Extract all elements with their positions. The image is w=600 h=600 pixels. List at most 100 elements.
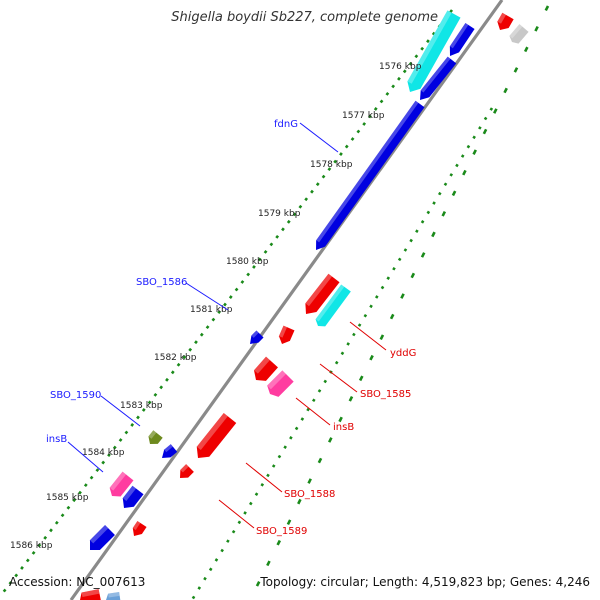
tick-dash	[483, 116, 488, 121]
tick-dash	[307, 478, 312, 484]
tick-dash	[286, 219, 291, 224]
tick-dash	[513, 67, 519, 73]
gene-highlight	[497, 12, 507, 24]
gene-body	[132, 520, 147, 536]
tick-dash	[25, 558, 30, 563]
tick-dash	[362, 122, 367, 126]
tick-dash	[385, 91, 390, 96]
backbone-line	[69, 0, 504, 600]
gene-SBO_1588	[196, 413, 237, 458]
gene-body	[407, 10, 461, 92]
genome-title: Shigella boydii Sb227, complete genome	[171, 10, 438, 25]
tick-dash	[310, 189, 314, 194]
gene-highlight	[90, 525, 109, 544]
gene-highlight	[109, 471, 127, 491]
tick-dash	[472, 135, 476, 140]
tick-dash	[363, 313, 368, 318]
tick-dash	[170, 370, 175, 375]
gene-red-a	[305, 273, 340, 314]
gene-red-c	[254, 356, 278, 381]
gene-label: fdnG	[274, 119, 298, 130]
gene-body	[90, 525, 115, 550]
tick-dash	[286, 519, 292, 526]
tick-dash	[415, 229, 419, 233]
tick-dash	[380, 285, 385, 290]
tick-dash	[231, 529, 236, 534]
tick-dash	[66, 505, 71, 510]
tick-dash	[523, 46, 529, 53]
tick-dash	[409, 238, 413, 243]
gene-highlight	[81, 589, 100, 598]
tick-dash	[208, 567, 213, 572]
tick-dash	[410, 272, 416, 279]
gene-olive	[148, 430, 163, 444]
gene-label: SBO_1589	[256, 526, 307, 537]
tick-dash	[389, 313, 395, 320]
tick-dash	[141, 408, 146, 412]
tick-dash	[297, 498, 302, 505]
tick-label: 1584 kbp	[82, 448, 125, 458]
gene-blue-top-a	[449, 22, 475, 56]
tick-dash	[462, 169, 467, 176]
gene-highlight	[278, 325, 288, 338]
tick-dash	[392, 266, 396, 271]
tick-dash	[246, 272, 251, 277]
gene-body	[305, 273, 340, 314]
tick-dash	[426, 210, 431, 215]
tick-dash	[493, 108, 498, 114]
gene-body	[122, 485, 144, 508]
tick-dash	[254, 492, 259, 496]
tick-dash	[321, 174, 326, 179]
tick-dash	[357, 323, 362, 327]
tick-label: 1583 kbp	[120, 401, 163, 411]
gene-small-red-a	[180, 464, 194, 478]
tick-dash	[277, 454, 282, 459]
gene-label: insB	[333, 422, 354, 433]
tick-dash	[431, 231, 436, 238]
inner-tick-track	[191, 107, 494, 600]
tick-dash	[348, 396, 354, 402]
tick-dash	[220, 548, 224, 553]
tick-label: 1581 kbp	[190, 305, 233, 315]
gene-highlight	[251, 330, 259, 338]
gene-leader-line	[67, 441, 104, 473]
gene-gray-top	[509, 24, 529, 44]
tick-dash	[255, 581, 261, 587]
tick-dash	[124, 430, 129, 435]
tick-dash	[369, 354, 374, 361]
tick-dash	[489, 107, 494, 111]
tick-dash	[298, 204, 303, 209]
tick-dash	[159, 385, 164, 390]
gene-highlight	[509, 24, 523, 39]
tick-dash	[352, 332, 356, 337]
gene-body	[162, 444, 178, 458]
tick-dash	[283, 445, 287, 449]
tick-dash	[350, 137, 355, 141]
gene-label: insB	[46, 434, 67, 445]
tick-dash	[266, 473, 270, 478]
tick-dash	[54, 520, 59, 525]
tick-dash	[276, 539, 282, 546]
tick-label: 1580 kbp	[226, 257, 269, 267]
tick-dash	[408, 61, 413, 66]
gene-cyan-mid	[315, 284, 351, 327]
tick-dash	[112, 445, 117, 450]
tick-dash	[237, 520, 242, 525]
tick-dash	[263, 249, 268, 254]
tick-dash	[544, 5, 550, 12]
tick-dash	[240, 280, 245, 284]
tick-dash	[400, 293, 405, 299]
tick-dash	[472, 149, 477, 155]
tick-dash	[20, 566, 24, 570]
gene-pink-right	[267, 370, 294, 397]
gene-label: SBO_1590	[50, 390, 101, 401]
tick-dash	[271, 464, 276, 468]
tick-dash	[191, 595, 196, 600]
gene-body	[278, 325, 295, 344]
tick-dash	[323, 379, 328, 384]
tick-dash	[228, 295, 233, 299]
gene-small-blue-b	[162, 444, 178, 458]
gene-highlight	[420, 56, 451, 93]
gene-label: SBO_1585	[360, 389, 411, 400]
tick-dash	[78, 490, 82, 495]
